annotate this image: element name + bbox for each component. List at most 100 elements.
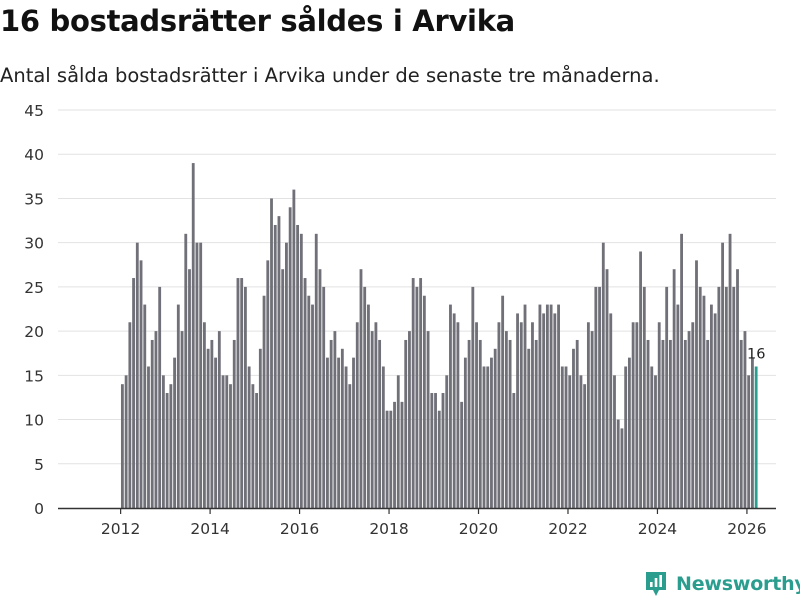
bar: [303, 278, 307, 508]
bar: [415, 286, 419, 508]
bar: [463, 357, 467, 508]
bar: [333, 331, 337, 508]
bar: [296, 224, 300, 509]
bar: [340, 348, 344, 508]
bar: [616, 419, 620, 508]
bar: [523, 304, 527, 508]
y-tick-label: 25: [24, 279, 44, 297]
bar: [590, 331, 594, 508]
bar: [668, 339, 672, 508]
x-tick-label: 2020: [459, 520, 498, 538]
bar: [314, 233, 318, 508]
bar: [184, 233, 188, 508]
bar: [344, 366, 348, 508]
bar: [161, 375, 165, 508]
bar: [262, 295, 266, 508]
bar: [482, 366, 486, 508]
bar: [545, 304, 549, 508]
bar: [732, 286, 736, 508]
bar: [281, 269, 285, 508]
bar: [549, 304, 553, 508]
bar: [654, 375, 657, 508]
bar: [441, 393, 445, 508]
bar: [579, 375, 583, 508]
bar: [683, 339, 687, 508]
bar: [326, 357, 329, 508]
bar: [586, 322, 590, 508]
bar: [318, 269, 322, 508]
bar: [169, 384, 173, 508]
bar: [430, 393, 434, 508]
bar: [285, 242, 288, 509]
bar: [244, 286, 247, 508]
bar: [229, 384, 232, 508]
bar: [128, 322, 132, 508]
bar: [572, 348, 575, 508]
bar: [225, 375, 229, 508]
bar: [460, 401, 464, 508]
bar: [497, 322, 501, 508]
bar: [210, 339, 214, 508]
bar: [292, 189, 296, 508]
bar: [206, 348, 210, 508]
bar: [445, 375, 449, 508]
bar: [359, 269, 363, 508]
bar: [329, 339, 333, 508]
bar: [396, 375, 400, 508]
bar: [601, 242, 605, 509]
bar: [408, 331, 411, 508]
bar: [635, 322, 639, 508]
bar: [672, 269, 676, 508]
bar: [665, 286, 669, 508]
bar: [165, 393, 169, 508]
x-tick-label: 2016: [280, 520, 319, 538]
y-tick-label: 20: [24, 323, 44, 341]
bar: [221, 375, 225, 508]
bar: [493, 348, 497, 508]
bar: [702, 295, 706, 508]
bar: [598, 286, 601, 508]
bar: [575, 339, 579, 508]
bar: [251, 384, 255, 508]
bar: [680, 233, 683, 508]
bar: [631, 322, 635, 508]
bar: [627, 357, 631, 508]
bar: [337, 357, 341, 508]
bar: [557, 304, 560, 508]
y-tick-label: 5: [34, 456, 44, 474]
y-tick-label: 40: [24, 146, 44, 164]
bar: [191, 163, 195, 508]
bar: [646, 339, 650, 508]
bar: [676, 304, 680, 508]
bar: [471, 286, 475, 508]
bar: [422, 295, 426, 508]
bar: [512, 393, 516, 508]
bar: [176, 304, 180, 508]
bar: [150, 339, 154, 508]
bar: [594, 286, 598, 508]
bar: [721, 242, 725, 509]
bar: [728, 233, 732, 508]
bar: [434, 393, 437, 508]
bar: [609, 313, 613, 508]
bar: [717, 286, 721, 508]
bar: [519, 322, 523, 508]
bar: [437, 410, 441, 508]
bar: [195, 242, 199, 509]
bar: [475, 322, 478, 508]
bar: [374, 322, 378, 508]
bar: [381, 366, 385, 508]
bar: [583, 384, 587, 508]
bar: [624, 366, 628, 508]
bar: [158, 286, 162, 508]
bar: [698, 286, 702, 508]
x-tick-label: 2018: [369, 520, 408, 538]
bar: [553, 313, 557, 508]
brand-name: Newsworthy: [676, 573, 800, 595]
bar: [147, 366, 150, 508]
bar: [355, 322, 359, 508]
bar: [348, 384, 352, 508]
y-tick-label: 30: [24, 235, 44, 253]
bar: [307, 295, 311, 508]
